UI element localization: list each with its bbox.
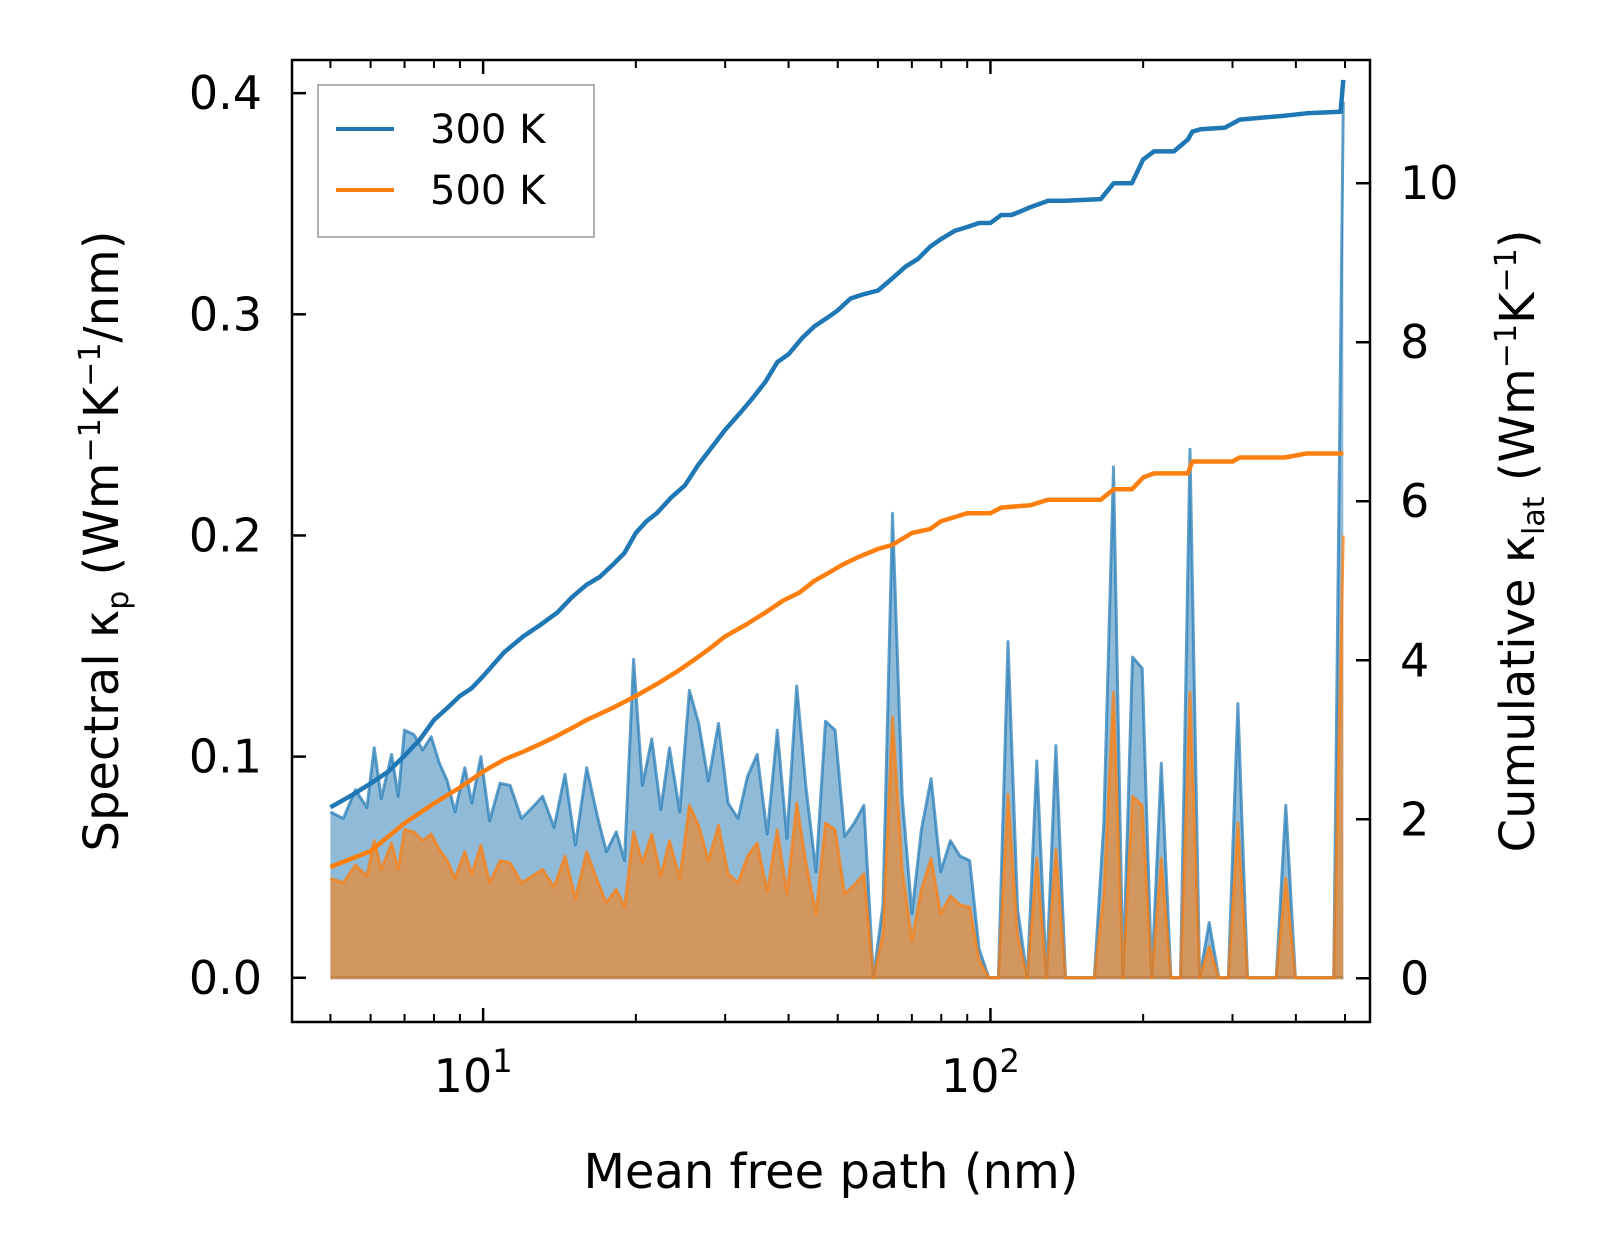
y-right-label-sup1: −1	[1489, 324, 1524, 368]
y-right-label-sub: lat	[1517, 496, 1552, 535]
legend: 300 K 500 K	[317, 84, 595, 238]
y-left-label-unit-mid: K	[74, 385, 130, 418]
y-right-tick-label: 2	[1400, 792, 1429, 846]
x-axis-label: Mean free path (nm)	[584, 1144, 1079, 1200]
y-left-axis-ticks: 0.0 0.1 0.2 0.3 0.4	[189, 66, 306, 1005]
cumulative-line-300k	[329, 79, 1346, 810]
y-right-tick-label: 0	[1400, 951, 1429, 1005]
legend-box	[317, 84, 595, 238]
y-right-axis-ticks: 0 2 4 6 8 10	[1356, 156, 1459, 1005]
y-left-label-prefix: Spectral κ	[74, 610, 130, 852]
y-right-label-sup2: −1	[1489, 248, 1524, 292]
y-right-tick-label: 6	[1400, 474, 1429, 528]
x-tick-label: 101	[434, 1042, 513, 1103]
y-left-label-unit-open: (Wm	[74, 463, 130, 591]
y-left-tick-label: 0.4	[189, 66, 262, 120]
y-right-label-prefix: Cumulative κ	[1490, 535, 1546, 853]
y-left-label-unit-close: /nm)	[74, 231, 130, 343]
y-right-label-unit-close: )	[1490, 230, 1546, 249]
y-left-tick-label: 0.1	[189, 730, 262, 784]
y-right-tick-label: 8	[1400, 315, 1429, 369]
y-right-axis-label: Cumulative κlat (Wm−1K−1)	[1489, 230, 1552, 853]
y-left-label-sup1: −1	[73, 418, 108, 462]
y-left-label-sub: p	[101, 591, 136, 610]
y-right-label-unit-mid: K	[1490, 291, 1546, 324]
y-left-tick-label: 0.3	[189, 287, 262, 341]
x-axis-ticks: 101 102	[329, 60, 1347, 1103]
y-left-tick-label: 0.2	[189, 508, 262, 562]
legend-label-500k: 500 K	[430, 168, 547, 214]
plot-frame	[290, 58, 1372, 1024]
y-right-tick-label: 4	[1400, 633, 1429, 687]
legend-label-300k: 300 K	[430, 107, 547, 153]
y-right-label-unit-open: (Wm	[1490, 368, 1546, 496]
y-left-label-sup2: −1	[73, 343, 108, 387]
y-left-tick-label: 0.0	[189, 951, 262, 1005]
spectral-line-layer	[329, 101, 1345, 980]
y-right-tick-label: 10	[1400, 156, 1459, 210]
y-left-axis-label: Spectral κp (Wm−1K−1/nm)	[73, 231, 136, 852]
cumulative-line-500k	[329, 451, 1344, 870]
x-tick-label: 102	[941, 1042, 1020, 1103]
cumulative-line-layer	[329, 79, 1346, 870]
